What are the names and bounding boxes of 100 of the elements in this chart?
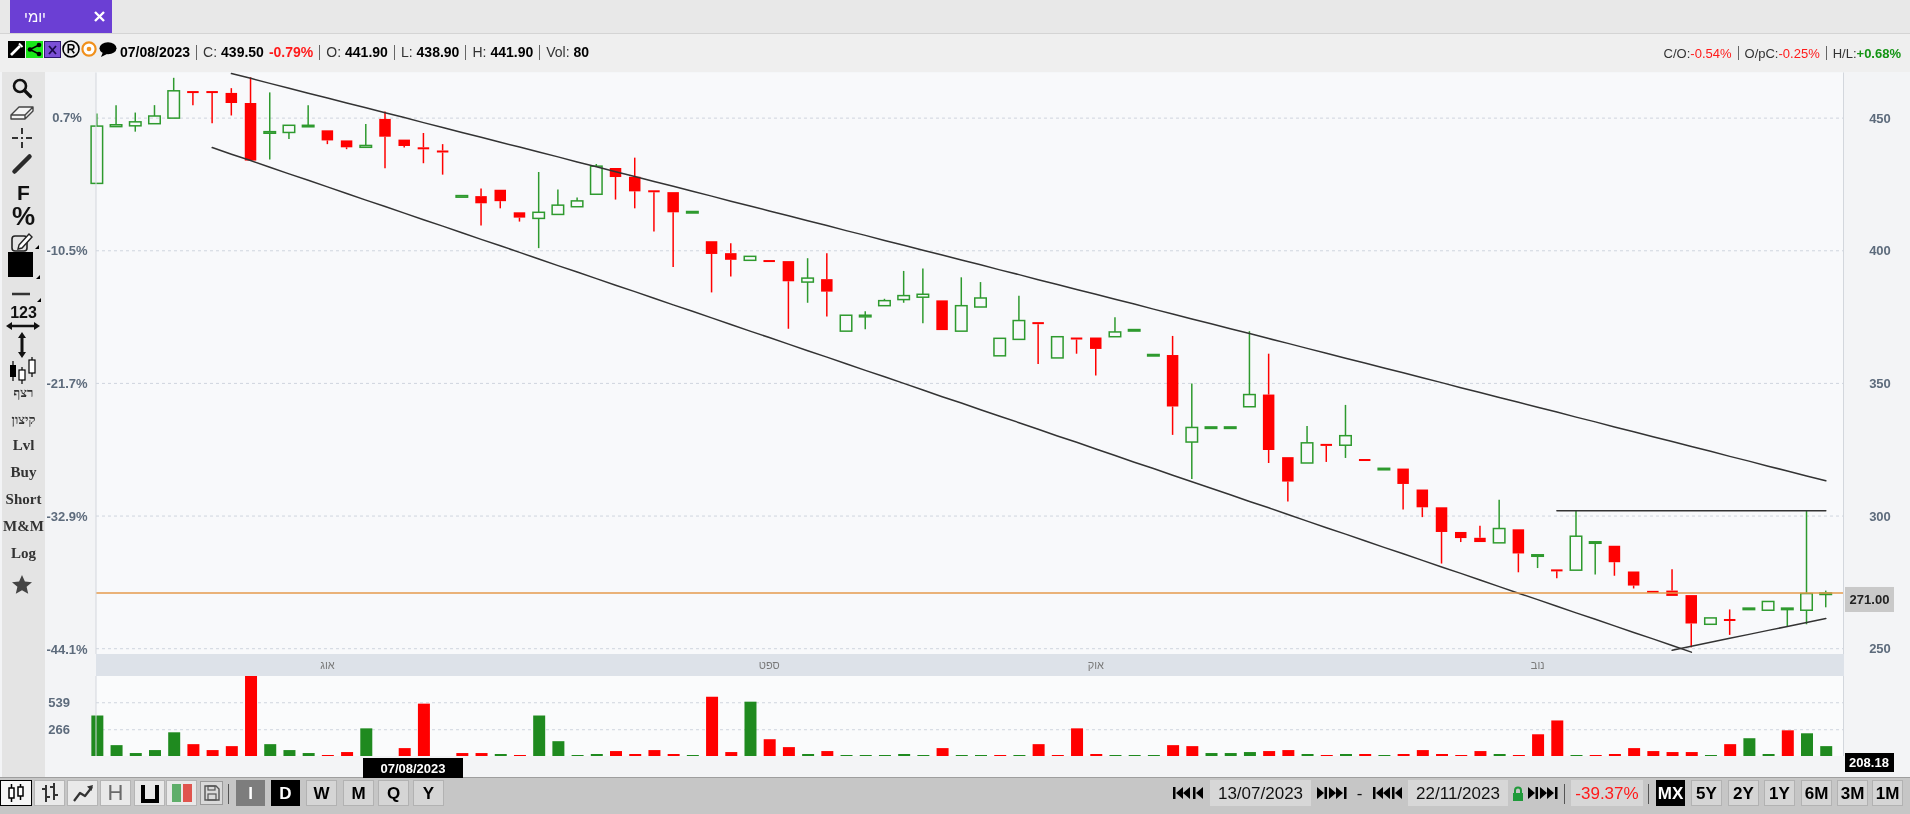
bar — [187, 744, 200, 756]
bar — [1186, 746, 1199, 756]
text: Buy — [10, 464, 37, 480]
y-tick-label: 300 — [1869, 508, 1891, 524]
candlestick — [916, 267, 930, 324]
toolbar-button: 3M — [1837, 780, 1868, 806]
bar — [1282, 750, 1295, 756]
bar — [1224, 753, 1237, 756]
bar — [1724, 744, 1737, 756]
bar — [1263, 751, 1276, 756]
candlestick — [1223, 426, 1237, 430]
bar — [610, 751, 623, 756]
y-tick-label: 400 — [1869, 243, 1891, 259]
candlestick — [1204, 426, 1218, 430]
text: Short — [5, 491, 42, 507]
candlestick — [993, 337, 1007, 357]
candlestick — [821, 252, 833, 318]
text: Log — [10, 545, 36, 561]
candlestick — [570, 196, 584, 208]
text: C/O: — [1663, 45, 1691, 61]
bar — [725, 752, 738, 756]
bar — [475, 753, 488, 756]
bar — [417, 703, 430, 756]
bar — [821, 751, 834, 756]
candlestick — [1761, 600, 1775, 611]
text: 441.90 — [345, 44, 388, 60]
candlestick — [187, 91, 199, 106]
value-tag: 07/08/2023 — [363, 758, 463, 778]
candlestick — [379, 110, 391, 170]
candlestick — [1397, 468, 1409, 511]
bar — [398, 748, 411, 756]
text: -0.54% — [1690, 45, 1732, 61]
candlestick — [359, 123, 373, 149]
bar — [1205, 753, 1218, 756]
line-series — [230, 72, 1827, 482]
tab: יומי — [10, 0, 112, 33]
toolbar-button: 2Y — [1728, 780, 1759, 806]
candlestick — [1282, 457, 1294, 503]
toolbar-button: Q — [378, 780, 409, 806]
change-field: -39.37% — [1571, 780, 1643, 806]
text: Lvl — [12, 437, 35, 453]
y-tick-label: 266 — [48, 722, 70, 738]
candlestick — [455, 194, 469, 198]
y-tick-label: 350 — [1869, 375, 1891, 391]
x-tick-label: נוב — [1530, 659, 1545, 671]
ref-line-label: 271.00 — [1849, 591, 1890, 607]
toolbar-button: 6M — [1801, 780, 1832, 806]
toolbar-button: MX — [1656, 780, 1685, 806]
candlestick — [1032, 322, 1044, 365]
value-tag: 208.18 — [1844, 753, 1894, 772]
bar — [1781, 730, 1794, 756]
bar — [706, 696, 719, 756]
candlestick — [1358, 459, 1371, 462]
candlestick — [1300, 425, 1314, 464]
chart-title: יומי — [24, 8, 46, 25]
text: 123 — [10, 304, 37, 321]
bar — [936, 748, 949, 756]
toolbar-button: 1M — [1872, 780, 1903, 806]
candlestick — [1127, 328, 1141, 332]
candlestick — [1551, 569, 1563, 579]
candlestick — [705, 241, 718, 294]
bar — [1071, 728, 1084, 756]
text: 438.90 — [416, 44, 460, 60]
text: -0.79% — [268, 44, 314, 60]
text: F — [17, 181, 30, 204]
toolbar-button: 1Y — [1764, 780, 1795, 806]
bar — [1243, 752, 1256, 756]
candlestick — [1512, 529, 1525, 574]
candlestick — [532, 171, 546, 249]
dash-field: - — [1354, 780, 1365, 806]
toolbar-button: W — [306, 780, 337, 806]
candlestick — [1012, 295, 1026, 341]
text: C: — [203, 44, 218, 60]
bar — [1647, 751, 1660, 756]
candlestick — [1242, 330, 1256, 408]
text: +0.68% — [1856, 45, 1901, 61]
text: H: — [472, 44, 487, 60]
candlestick — [936, 300, 948, 331]
y2-tick-label: -10.5% — [46, 243, 89, 259]
bar — [283, 750, 296, 756]
text: M&M — [3, 518, 44, 534]
bar — [302, 753, 315, 756]
text: Vol: — [546, 44, 570, 60]
candlestick — [1050, 335, 1064, 359]
candlestick — [858, 310, 872, 331]
bar — [1820, 746, 1833, 756]
text: 441.90 — [490, 44, 534, 60]
candlestick — [725, 242, 737, 278]
bar — [1532, 734, 1545, 756]
candlestick — [801, 257, 815, 304]
candlestick — [282, 124, 296, 140]
candlestick — [667, 192, 679, 268]
text: רצף — [13, 385, 34, 400]
bar — [648, 750, 661, 756]
candlestick — [782, 261, 795, 330]
y2-tick-label: 0.7% — [52, 110, 83, 126]
text: 07/08/2023 — [120, 44, 191, 60]
bar — [1551, 720, 1564, 756]
x-tick-label: ספט — [758, 659, 780, 671]
bar — [1743, 738, 1756, 756]
